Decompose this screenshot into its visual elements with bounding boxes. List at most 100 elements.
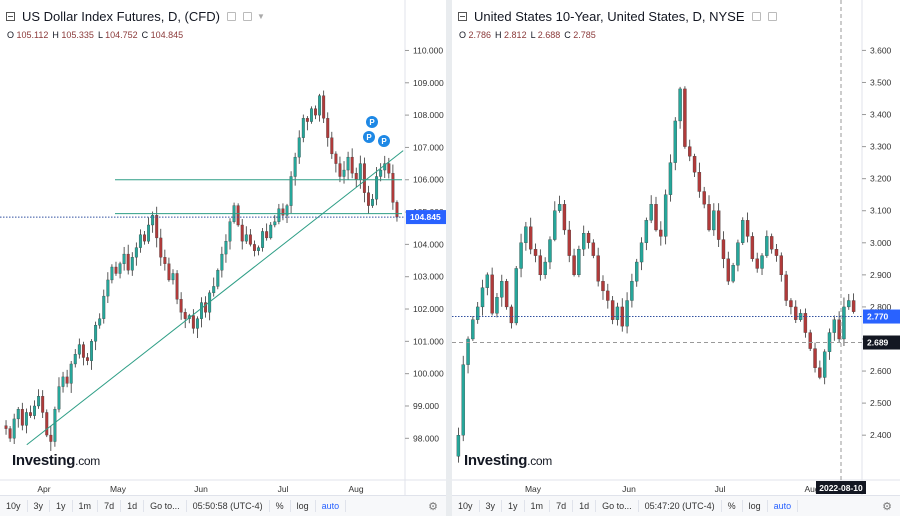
candle-body [480, 287, 485, 308]
candle-body [847, 300, 851, 308]
candle-body [98, 318, 102, 326]
auto-button[interactable]: auto [768, 500, 799, 512]
candle-body [330, 137, 334, 155]
candle-body [200, 302, 203, 319]
candle-body [557, 204, 562, 211]
log-button[interactable]: log [291, 500, 316, 512]
candle-body [4, 425, 8, 429]
candle-body [216, 270, 220, 287]
candle-body [683, 88, 687, 147]
investing-logo: Investing.com [12, 452, 100, 469]
high-value: 2.812 [504, 30, 527, 40]
last-price-label: 104.845 [410, 212, 441, 222]
right-chart-canvas[interactable]: 2.4002.5002.6002.7002.8002.9003.0003.100… [452, 0, 900, 516]
candle-body [350, 156, 354, 174]
collapse-icon[interactable] [6, 12, 15, 21]
goto-button[interactable]: Go to... [144, 500, 187, 512]
candle-body [167, 263, 171, 281]
left-chart-canvas[interactable]: 98.000 99.000 100.000 101.000 102.000 103.000… [0, 0, 446, 516]
candle-body [37, 396, 41, 407]
y-tick-label: 3.100 [870, 206, 892, 216]
crosshair-label-bg [863, 335, 900, 350]
candle-body [86, 357, 89, 361]
auto-button[interactable]: auto [316, 500, 347, 512]
maximize-icon[interactable] [242, 12, 252, 21]
range-1y-button[interactable]: 1y [50, 500, 73, 512]
open-value: 105.112 [16, 30, 49, 40]
candle-body [212, 286, 216, 294]
left-chart-panel[interactable]: 98.000 99.000 100.000 101.000 102.000 103.000… [0, 0, 446, 516]
gear-icon[interactable]: ⚙ [882, 500, 892, 513]
candle-body [122, 253, 126, 264]
percent-button[interactable]: % [270, 500, 291, 512]
candle-body [45, 412, 49, 436]
candle-body [591, 242, 596, 256]
range-7d-button[interactable]: 7d [550, 500, 574, 512]
right-bottom-toolbar: 10y 3y 1y 1m 7d 1d Go to... 05:47:20 (UT… [452, 495, 900, 516]
candle-body [387, 163, 391, 174]
range-1y-button[interactable]: 1y [502, 500, 525, 512]
left-bottom-toolbar: 10y 3y 1y 1m 7d 1d Go to... 05:50:58 (UT… [0, 495, 446, 516]
candle-body [204, 302, 208, 313]
left-chart-header: US Dollar Index Futures, D, (CFD) ▼ [6, 9, 265, 24]
x-tick-label: Jun [622, 484, 636, 494]
candle-body [379, 169, 383, 177]
candle-body [596, 255, 600, 282]
y-tick-label: 3.600 [870, 45, 892, 55]
range-1d-button[interactable]: 1d [573, 500, 597, 512]
x-tick-label: Aug [348, 484, 363, 494]
right-chart-panel[interactable]: 2.4002.5002.6002.7002.8002.9003.0003.100… [452, 0, 900, 516]
candle-body [309, 108, 313, 122]
goto-button[interactable]: Go to... [596, 500, 639, 512]
percent-button[interactable]: % [722, 500, 743, 512]
settings-icon[interactable] [226, 12, 236, 21]
candle-body [305, 118, 309, 122]
last-price-label-bg [406, 210, 446, 225]
range-3y-button[interactable]: 3y [28, 500, 51, 512]
candle-body [586, 233, 591, 243]
maximize-icon[interactable] [767, 12, 777, 21]
candle-body [760, 255, 764, 269]
range-1d-button[interactable]: 1d [121, 500, 145, 512]
investing-logo: Investing.com [464, 452, 552, 469]
log-button[interactable]: log [743, 500, 768, 512]
candle-body [65, 376, 69, 384]
candle-body [314, 108, 317, 116]
candle-body [524, 226, 528, 243]
settings-icon[interactable] [751, 12, 761, 21]
range-10y-button[interactable]: 10y [452, 500, 480, 512]
candle-body [53, 409, 57, 442]
candle-body [779, 255, 783, 276]
candle-body [851, 300, 856, 312]
candle-body [102, 295, 106, 319]
candle-body [606, 290, 610, 301]
candle-body [736, 242, 740, 266]
range-10y-button[interactable]: 10y [0, 500, 28, 512]
collapse-icon[interactable] [458, 12, 467, 21]
gear-icon[interactable]: ⚙ [428, 500, 438, 513]
last-price-label: 2.770 [867, 312, 889, 322]
candle-body [159, 237, 163, 258]
candle-body [371, 198, 374, 206]
range-3y-button[interactable]: 3y [480, 500, 503, 512]
candle-body [358, 163, 362, 180]
candle-body [289, 176, 293, 206]
y-tick-label: 3.200 [870, 174, 892, 184]
range-7d-button[interactable]: 7d [98, 500, 122, 512]
candle-body [712, 210, 716, 231]
range-1m-button[interactable]: 1m [525, 500, 551, 512]
range-1m-button[interactable]: 1m [73, 500, 99, 512]
candle-body [362, 163, 366, 193]
candle-body [240, 224, 244, 242]
y-tick-label: 104.000 [413, 239, 444, 249]
candle-body [533, 249, 538, 256]
logo-suffix: .com [75, 454, 100, 468]
candle-body [285, 205, 289, 216]
candle-body [293, 156, 297, 177]
candle-body [663, 194, 668, 237]
candle-body [789, 300, 793, 308]
candle-body [490, 274, 494, 314]
chevron-down-icon[interactable]: ▼ [256, 12, 265, 21]
candle-body [509, 306, 514, 324]
y-tick-label: 110.000 [413, 45, 443, 55]
